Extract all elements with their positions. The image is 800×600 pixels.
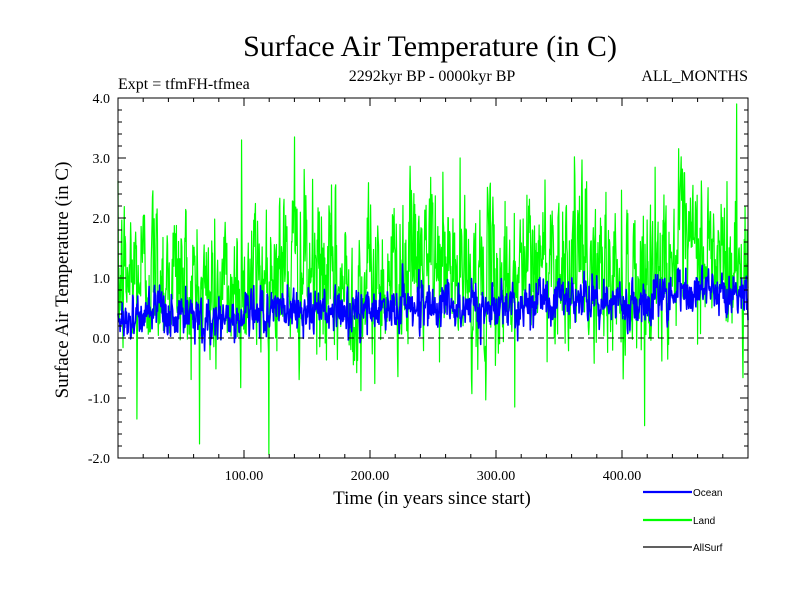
legend-label-ocean: Ocean [693,488,722,499]
land-series-layer [117,103,749,455]
legend: Ocean Land AllSurf [643,488,723,554]
y-axis-label: Surface Air Temperature (in C) [52,162,73,399]
legend-label-allsurf: AllSurf [693,543,723,554]
x-tick-label: 300.00 [477,469,516,484]
x-tick-label: 400.00 [603,469,642,484]
tick-layer: -2.0 -1.0 0.0 1.0 2.0 3.0 4.0 100.00 200.00 300.0… [88,92,748,484]
y-tick-label: -1.0 [88,392,110,407]
x-tick-label: 200.00 [351,469,390,484]
period-label: 2292kyr BP - 0000kyr BP [349,68,516,85]
y-tick-label: -2.0 [88,452,110,467]
y-tick-label: 2.0 [93,212,111,227]
chart-title: Surface Air Temperature (in C) [243,30,617,63]
y-tick-label: 3.0 [93,152,111,167]
ocean-series-layer [117,263,749,352]
legend-label-land: Land [693,516,715,527]
months-label: ALL_MONTHS [641,68,748,85]
y-tick-label: 4.0 [93,92,111,107]
land-series-line [117,103,749,455]
x-tick-label: 100.00 [225,469,264,484]
y-tick-label: 0.0 [93,332,111,347]
ocean-series-line [117,263,749,352]
y-tick-label: 1.0 [93,272,111,287]
experiment-label: Expt = tfmFH-tfmea [118,76,250,93]
x-axis-label: Time (in years since start) [333,488,531,509]
